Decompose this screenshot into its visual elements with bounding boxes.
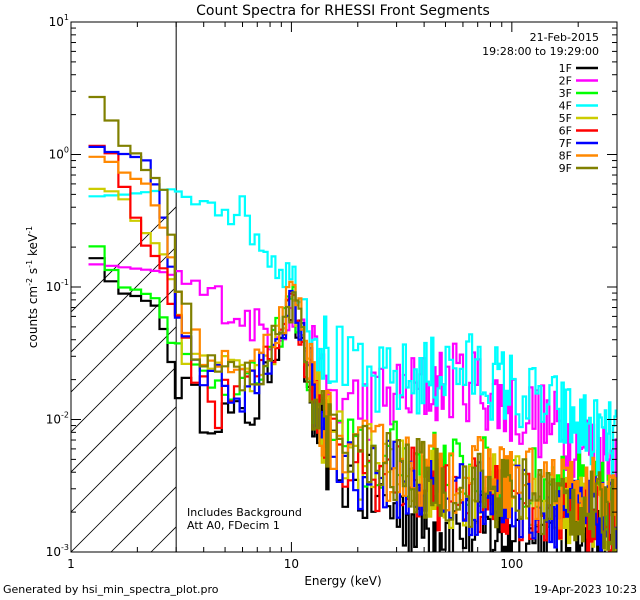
y-label-exp-1: -2 xyxy=(25,278,34,286)
series-line-4F xyxy=(88,188,617,476)
legend-label-7F: 7F xyxy=(559,137,572,150)
series-line-9F xyxy=(88,95,617,552)
timestamp-text: 19-Apr-2023 10:23 xyxy=(533,583,637,596)
legend-label-1F: 1F xyxy=(559,62,572,75)
hatch-line xyxy=(71,406,177,513)
y-tick-labels: 101 100 10-1 10-2 10-3 xyxy=(46,13,69,559)
y-tick-label: 10-2 xyxy=(46,411,69,427)
chart-title: Count Spectra for RHESSI Front Segments xyxy=(196,3,490,19)
hatch-line xyxy=(71,246,177,353)
legend-label-3F: 3F xyxy=(559,87,572,100)
time-range: 19:28:00 to 19:29:00 xyxy=(482,45,599,58)
y-label-part-2: s xyxy=(26,268,40,278)
x-tick-labels: 1 10 100 xyxy=(67,557,523,571)
hatch-line xyxy=(71,366,177,473)
series-group xyxy=(88,95,617,552)
y-tick-label: 101 xyxy=(49,13,69,29)
hatch-line xyxy=(71,446,177,552)
y-tick-label: 100 xyxy=(49,146,69,162)
legend-label-8F: 8F xyxy=(559,150,572,163)
legend-label-4F: 4F xyxy=(559,100,572,113)
hatch-line xyxy=(511,22,640,552)
legend-label-9F: 9F xyxy=(559,162,572,175)
generated-by-text: Generated by hsi_min_spectra_plot.pro xyxy=(3,583,219,596)
hatch-line xyxy=(631,22,640,552)
legend-label-6F: 6F xyxy=(559,125,572,138)
y-tick-label: 10-3 xyxy=(46,543,69,559)
x-tick-label: 10 xyxy=(284,557,299,571)
note-background: Includes Background xyxy=(187,506,302,519)
legend-label-5F: 5F xyxy=(559,112,572,125)
axis-ticks xyxy=(70,21,618,553)
y-label-part-1: counts cm xyxy=(26,286,40,348)
series-line-8F xyxy=(88,155,617,533)
x-axis-label: Energy (keV) xyxy=(304,574,381,588)
x-tick-label: 100 xyxy=(500,557,523,571)
legend-label-2F: 2F xyxy=(559,75,572,88)
observation-date: 21-Feb-2015 xyxy=(530,31,599,44)
y-label-exp-2: -1 xyxy=(25,260,34,268)
note-attenuator: Att A0, FDecim 1 xyxy=(187,519,280,532)
y-label-part-3: keV xyxy=(26,233,40,260)
hatch-line xyxy=(71,206,177,313)
y-tick-label: 10-1 xyxy=(46,278,69,294)
x-tick-label: 1 xyxy=(67,557,75,571)
y-axis-label: counts cm-2 s-1 keV-1 xyxy=(25,226,40,348)
y-label-exp-3: -1 xyxy=(25,226,34,234)
